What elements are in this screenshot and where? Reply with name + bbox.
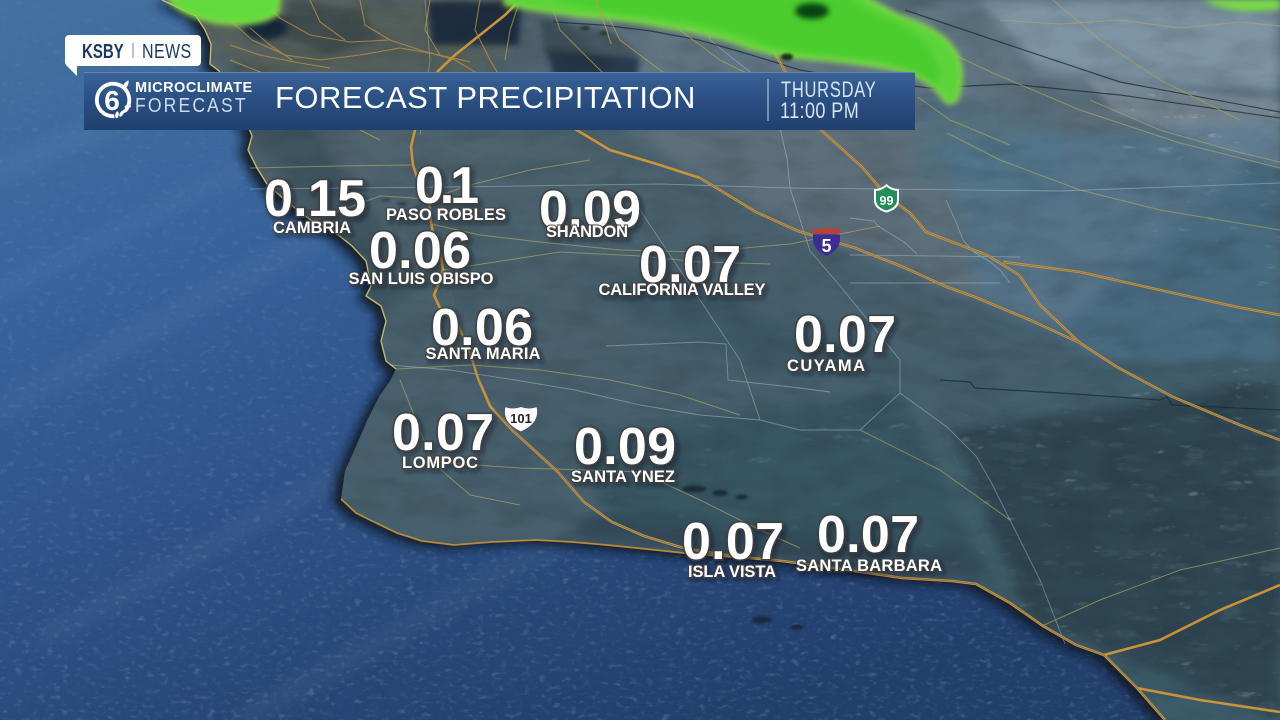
svg-text:SANTA YNEZ: SANTA YNEZ [571,468,675,486]
svg-text:CUYAMA: CUYAMA [787,357,865,375]
svg-text:0.07: 0.07 [392,404,494,462]
svg-text:0.07: 0.07 [682,513,784,571]
svg-text:LOMPOC: LOMPOC [402,454,478,472]
svg-text:0.09: 0.09 [539,181,641,239]
svg-text:SANTA BARBARA: SANTA BARBARA [796,557,942,575]
svg-text:ISLA VISTA: ISLA VISTA [688,563,776,581]
svg-text:0.07: 0.07 [639,236,741,294]
svg-text:99: 99 [880,194,894,208]
svg-text:SANTA MARIA: SANTA MARIA [426,345,541,363]
svg-text:5: 5 [821,236,831,256]
svg-text:SAN LUIS OBISPO: SAN LUIS OBISPO [349,270,494,288]
svg-text:CALIFORNIA VALLEY: CALIFORNIA VALLEY [599,281,766,299]
svg-text:SHANDON: SHANDON [546,223,628,241]
svg-text:0.15: 0.15 [264,170,366,228]
svg-text:0.06: 0.06 [369,222,471,280]
svg-text:6: 6 [104,85,120,116]
svg-text:101: 101 [510,411,532,426]
svg-text:PASO ROBLES: PASO ROBLES [386,206,506,224]
svg-text:0.07: 0.07 [794,306,896,364]
svg-text:0.1: 0.1 [415,157,479,215]
svg-text:0.09: 0.09 [574,418,676,476]
svg-text:0.06: 0.06 [431,299,533,357]
svg-text:0.07: 0.07 [817,506,919,564]
svg-text:CAMBRIA: CAMBRIA [273,219,351,237]
